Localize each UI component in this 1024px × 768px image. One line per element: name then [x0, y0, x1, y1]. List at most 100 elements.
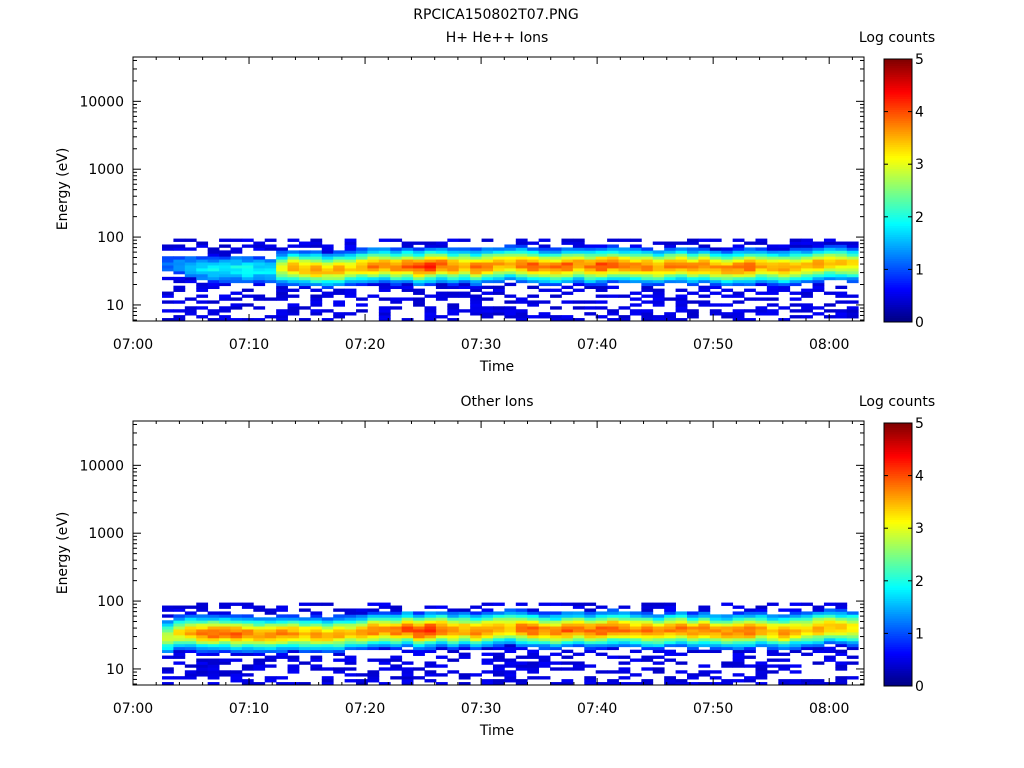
- spectrogram-cell: [584, 276, 597, 281]
- spectrogram-cell: [835, 640, 848, 645]
- spectrogram-cell: [755, 273, 768, 278]
- spectrogram-cell: [390, 273, 403, 278]
- spectrogram-cell: [584, 611, 597, 615]
- spectrogram-cell: [264, 297, 277, 301]
- spectrogram-cell: [504, 620, 517, 624]
- spectrogram-cell: [801, 294, 813, 298]
- spectrogram-cell: [264, 634, 277, 639]
- spectrogram-cell: [538, 614, 551, 618]
- spectrogram-cell: [207, 643, 220, 648]
- spectrogram-cell: [527, 608, 540, 612]
- spectrogram-cell: [481, 259, 494, 263]
- spectrogram-cell: [595, 640, 608, 645]
- spectrogram-cell: [492, 623, 505, 627]
- spectrogram-cell: [721, 262, 734, 266]
- spectrogram-cell: [584, 273, 597, 278]
- spectrogram-cell: [401, 670, 414, 674]
- spectrogram-cell: [550, 315, 562, 319]
- spectrogram-cell: [641, 602, 654, 606]
- spectrogram-cell: [572, 288, 585, 292]
- spectrogram-cell: [618, 273, 631, 278]
- spectrogram-cell: [595, 300, 608, 304]
- spectrogram-cell: [344, 312, 357, 316]
- colorbar-swatch: [884, 479, 912, 483]
- spectrogram-cell: [766, 262, 779, 266]
- spectrogram-cell: [584, 679, 597, 683]
- spectrogram-cell: [298, 273, 311, 278]
- colorbar-swatch: [884, 451, 912, 455]
- spectrogram-cell: [721, 247, 734, 251]
- spectrogram-cell: [823, 262, 836, 266]
- colorbar-swatch: [884, 661, 912, 665]
- spectrogram-cell: [595, 623, 608, 627]
- spectrogram-cell: [687, 611, 699, 615]
- spectrogram-cell: [367, 279, 380, 284]
- spectrogram-cell: [687, 262, 699, 266]
- spectrogram-cell: [766, 297, 779, 301]
- spectrogram-cell: [298, 634, 311, 639]
- spectrogram-cell: [481, 608, 494, 612]
- spectrogram-cell: [184, 265, 197, 269]
- spectrogram-cell: [595, 605, 608, 609]
- spectrogram-cell: [664, 634, 676, 639]
- spectrogram-cell: [378, 279, 391, 284]
- spectrogram-cell: [744, 637, 756, 642]
- spectrogram-cell: [492, 265, 505, 269]
- spectrogram-cell: [823, 315, 836, 319]
- spectrogram-cell: [846, 241, 859, 245]
- spectrogram-cell: [652, 617, 665, 621]
- spectrogram-cell: [333, 253, 346, 257]
- spectrogram-cell: [846, 632, 859, 636]
- colorbar-swatch: [884, 499, 912, 503]
- colorbar-swatch: [884, 102, 912, 106]
- spectrogram-cell: [344, 673, 357, 677]
- spectrogram-cell: [766, 303, 779, 307]
- spectrogram-cell: [424, 265, 437, 269]
- spectrogram-cell: [641, 634, 654, 639]
- spectrogram-cell: [413, 297, 425, 301]
- spectrogram-cell: [755, 256, 768, 260]
- spectrogram-cell: [298, 643, 311, 648]
- colorbar-swatch: [884, 240, 912, 244]
- spectrogram-cell: [390, 297, 403, 301]
- spectrogram-cell: [641, 682, 654, 686]
- spectrogram-cell: [276, 276, 288, 281]
- spectrogram-cell: [378, 318, 391, 322]
- spectrogram-cell: [698, 303, 711, 307]
- spectrogram-cell: [310, 259, 323, 263]
- spectrogram-cell: [652, 632, 665, 636]
- spectrogram-cell: [755, 614, 768, 618]
- colorbar-swatch: [884, 175, 912, 178]
- spectrogram-cell: [618, 614, 631, 618]
- colorbar-swatch: [884, 78, 912, 82]
- spectrogram-cell: [230, 276, 243, 281]
- colorbar-swatch: [884, 218, 912, 222]
- spectrogram-cell: [550, 270, 562, 275]
- spectrogram-cell: [173, 285, 186, 290]
- spectrogram-cell: [846, 617, 859, 621]
- spectrogram-cell: [641, 626, 654, 630]
- spectrogram-cell: [721, 682, 734, 686]
- spectrogram-cell: [572, 667, 585, 671]
- spectrogram-cell: [709, 276, 722, 281]
- spectrogram-cell: [470, 288, 482, 292]
- spectrogram-cell: [584, 620, 597, 624]
- spectrogram-cell: [447, 640, 460, 645]
- spectrogram-cell: [755, 270, 768, 275]
- spectrogram-cell: [641, 643, 654, 648]
- colorbar-swatch: [884, 637, 912, 641]
- spectrogram-cell: [584, 282, 597, 287]
- spectrogram-cell: [424, 268, 437, 272]
- spectrogram-cell: [207, 312, 220, 316]
- spectrogram-cell: [253, 658, 266, 662]
- spectrogram-cell: [732, 620, 745, 624]
- spectrogram-cell: [664, 617, 676, 621]
- spectrogram-cell: [184, 623, 197, 627]
- spectrogram-cell: [721, 288, 734, 292]
- spectrogram-cell: [219, 309, 231, 313]
- spectrogram-cell: [721, 623, 734, 627]
- spectrogram-cell: [618, 682, 631, 686]
- spectrogram-cell: [378, 309, 391, 313]
- colorbar-swatch: [884, 512, 912, 516]
- spectrogram-cell: [732, 611, 745, 615]
